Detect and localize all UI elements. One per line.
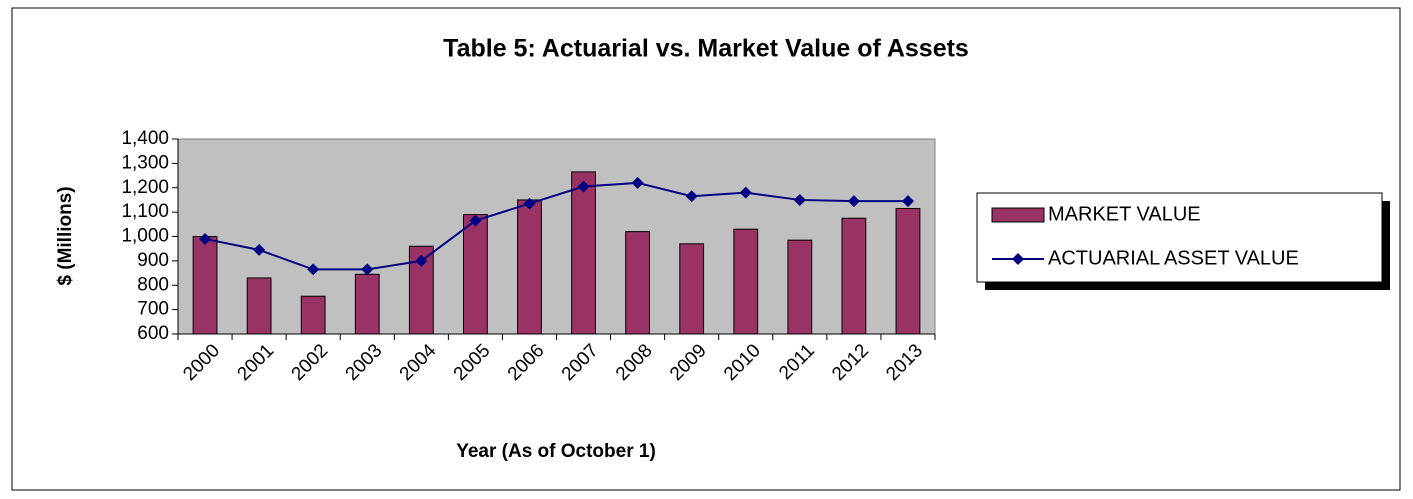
bar bbox=[895, 207, 921, 335]
bar bbox=[787, 239, 813, 335]
legend bbox=[976, 192, 1383, 283]
marker bbox=[901, 195, 914, 208]
y-tick-label: 800 bbox=[137, 274, 169, 295]
y-tick-label: 1,400 bbox=[121, 128, 169, 149]
x-axis-title: Year (As of October 1) bbox=[456, 441, 656, 462]
marker bbox=[415, 254, 428, 267]
bar bbox=[841, 217, 867, 335]
bar bbox=[300, 295, 326, 335]
y-tick-label: 1,200 bbox=[121, 177, 169, 198]
bar bbox=[408, 245, 434, 335]
marker bbox=[793, 193, 806, 206]
marker bbox=[577, 180, 590, 193]
marker bbox=[199, 232, 212, 245]
line bbox=[204, 181, 908, 271]
marker bbox=[847, 195, 860, 208]
marker bbox=[469, 214, 482, 227]
bar bbox=[462, 214, 488, 335]
bar bbox=[517, 199, 542, 335]
bar bbox=[246, 277, 272, 335]
chart-title: Table 5: Actuarial vs. Market Value of A… bbox=[443, 35, 969, 63]
y-tick-label: 1,100 bbox=[121, 201, 169, 222]
y-tick-label: 600 bbox=[137, 323, 169, 344]
legend-marker bbox=[1012, 253, 1024, 265]
bar bbox=[571, 171, 596, 335]
marker bbox=[307, 263, 320, 276]
marker bbox=[685, 190, 698, 203]
marker bbox=[361, 263, 374, 276]
plot-area bbox=[177, 138, 936, 335]
legend-label: MARKET VALUE bbox=[1048, 203, 1201, 225]
bar bbox=[733, 228, 759, 335]
y-tick-label: 700 bbox=[137, 299, 169, 320]
marker bbox=[523, 197, 536, 210]
bar bbox=[679, 243, 705, 335]
marker bbox=[631, 176, 644, 189]
y-axis-title: $ (Millions) bbox=[55, 186, 76, 285]
bar bbox=[192, 236, 218, 335]
y-tick-label: 1,300 bbox=[121, 152, 169, 173]
marker bbox=[253, 243, 266, 256]
y-tick-label: 1,000 bbox=[121, 226, 169, 247]
marker bbox=[739, 186, 752, 199]
legend-swatch bbox=[991, 207, 1045, 223]
bar bbox=[354, 273, 380, 335]
y-tick-label: 900 bbox=[137, 250, 169, 271]
bar bbox=[625, 231, 651, 335]
legend-label: ACTUARIAL ASSET VALUE bbox=[1048, 247, 1299, 269]
